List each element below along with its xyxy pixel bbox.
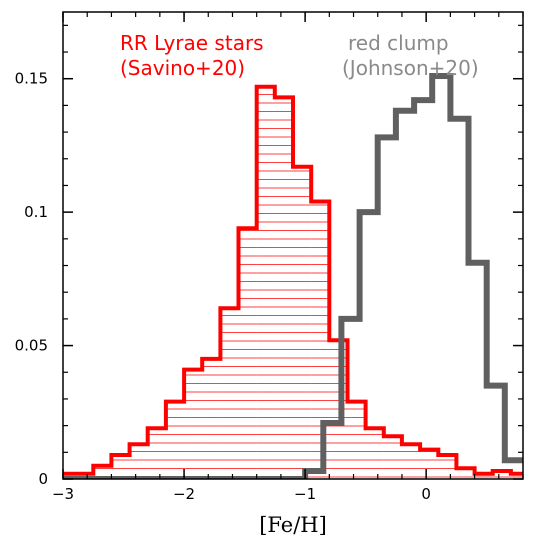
plot-frame xyxy=(62,11,524,480)
axis-ticks xyxy=(62,12,524,480)
y-tick-label: 0.15 xyxy=(15,70,48,88)
y-tick-label: 0.1 xyxy=(24,203,48,221)
legend-red-clump-line1: red clump xyxy=(348,31,449,55)
x-tick-label: −1 xyxy=(294,485,316,503)
y-tick-label: 0.05 xyxy=(15,337,48,355)
legend-rr-lyrae-line2: (Savino+20) xyxy=(120,56,245,80)
legend: RR Lyrae stars (Savino+20) red clump (Jo… xyxy=(120,31,479,80)
series-layer xyxy=(63,73,523,479)
histogram-series-red-clump xyxy=(63,73,523,479)
legend-red-clump-line2: (Johnson+20) xyxy=(342,56,479,80)
legend-rr-lyrae-line1: RR Lyrae stars xyxy=(120,31,264,55)
tick-labels: −3 −2 −1 0 0 0.05 0.1 0.15 xyxy=(15,70,431,503)
x-tick-label: 0 xyxy=(421,485,431,503)
x-tick-label: −2 xyxy=(173,485,195,503)
histogram-series-rr-lyrae xyxy=(63,84,523,476)
x-axis-title: [Fe/H] xyxy=(259,513,327,537)
x-tick-label: −3 xyxy=(52,485,74,503)
y-tick-label: 0 xyxy=(38,470,48,488)
